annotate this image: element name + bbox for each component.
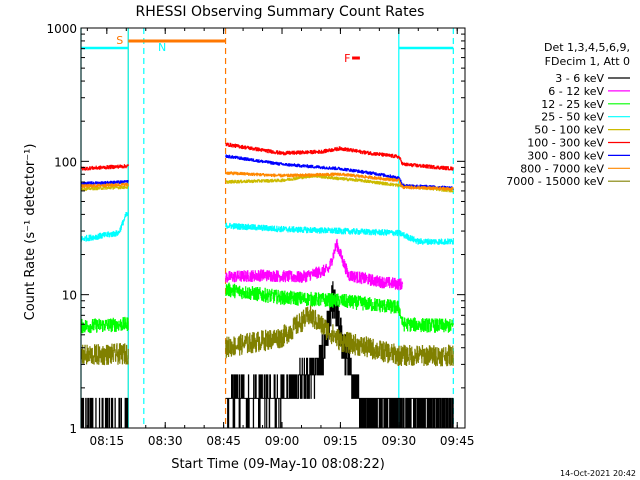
chart-title: RHESSI Observing Summary Count Rates (136, 4, 425, 20)
series-line (225, 171, 454, 191)
legend-item-label: 800 - 7000 keV (520, 162, 604, 175)
legend-item-label: 100 - 300 keV (527, 137, 604, 150)
series-line (81, 164, 129, 171)
legend-item-label: 7000 - 15000 keV (506, 175, 604, 188)
x-tick-label: 09:30 (382, 434, 417, 448)
footer-date: 14-Oct-2021 20:42 (560, 469, 636, 478)
axes-layer: 08:15 08:30 08:45 09:00 09:15 09:30 09:45 1 10 10… (46, 22, 474, 448)
series-line (81, 343, 129, 366)
y-tick-label: 100 (54, 155, 77, 169)
series-line (81, 182, 129, 188)
flag-label: F (344, 52, 350, 65)
series-line (225, 222, 454, 245)
x-tick-label: 08:45 (206, 434, 241, 448)
series-line (81, 211, 129, 242)
legend-item-label: 3 - 6 keV (555, 72, 604, 85)
x-tick-label: 09:00 (265, 434, 300, 448)
series-line (81, 316, 129, 334)
flag-label: N (158, 41, 166, 54)
legend-item-label: 300 - 800 keV (527, 149, 604, 162)
series-layer (81, 142, 454, 428)
y-tick-label: 10 (62, 289, 77, 303)
y-axis-label-text: Count Rate (s⁻¹ detector⁻¹) (23, 144, 38, 321)
y-tick-label: 1 (69, 422, 77, 436)
flag-label: S (116, 34, 123, 47)
series-line (225, 142, 454, 171)
series-line (225, 238, 404, 291)
plot-frame (80, 27, 466, 429)
legend-item-label: 12 - 25 keV (541, 98, 604, 111)
legend-header-line: FDecim 1, Att 0 (545, 55, 630, 68)
legend-item-label: 25 - 50 keV (541, 111, 604, 124)
x-tick-label: 09:45 (440, 434, 475, 448)
y-axis-label: Count Rate (s⁻¹ detector⁻¹) (23, 144, 38, 321)
y-tick-label: 1000 (46, 22, 77, 36)
series-line (81, 180, 129, 186)
legend-item-label: 6 - 12 keV (548, 85, 604, 98)
x-tick-label: 08:30 (148, 434, 183, 448)
legend-item-label: 50 - 100 keV (534, 124, 604, 137)
legend: Det 1,3,4,5,6,9,FDecim 1, Att 0 3 - 6 keV… (506, 41, 630, 188)
series-line (225, 282, 454, 333)
series-line (225, 281, 454, 428)
legend-header-line: Det 1,3,4,5,6,9, (544, 41, 630, 54)
series-line (225, 305, 454, 367)
x-axis-label: Start Time (09-May-10 08:08:22) (171, 457, 385, 472)
x-tick-label: 09:15 (323, 434, 358, 448)
flags-layer: S N F (81, 34, 454, 65)
x-tick-label: 08:15 (90, 434, 125, 448)
